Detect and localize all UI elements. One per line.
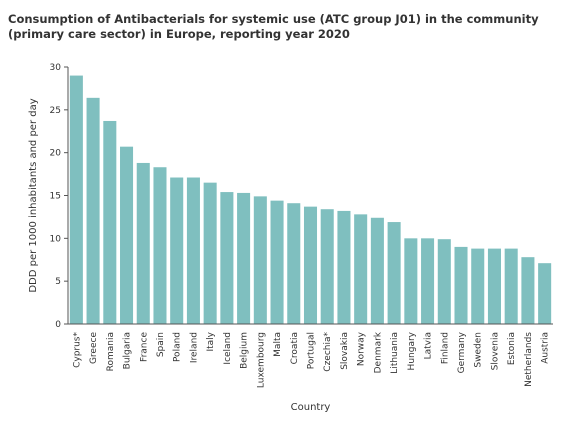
x-tick-label: Spain — [156, 332, 166, 357]
x-tick-label: Portugal — [307, 332, 317, 369]
bar — [303, 206, 318, 324]
x-tick-label: Bulgaria — [123, 332, 133, 369]
bar — [404, 238, 418, 324]
x-tick-label: Cyprus* — [72, 332, 82, 368]
x-tick-label: Malta — [273, 332, 283, 357]
x-tick-label: Lithuania — [390, 332, 400, 374]
x-tick-label: Hungary — [407, 331, 417, 370]
chart-title: Consumption of Antibacterials for system… — [8, 12, 539, 41]
bar — [387, 222, 401, 324]
x-tick-label: Latvia — [424, 332, 434, 359]
bar — [504, 248, 518, 324]
bar — [69, 75, 83, 324]
x-tick-label: Austria — [541, 332, 551, 364]
bar — [337, 210, 351, 324]
bar — [253, 196, 267, 324]
y-axis-title: DDD per 1000 inhabitants and per day — [28, 98, 39, 292]
x-tick-label: Sweden — [474, 332, 484, 368]
x-tick-label: Czechia* — [323, 332, 333, 372]
x-tick-label: Estonia — [507, 332, 517, 365]
bar — [270, 200, 284, 324]
bar — [237, 192, 251, 324]
x-axis-title: Country — [291, 402, 331, 413]
x-tick-label: Greece — [89, 332, 99, 364]
x-tick-label: Germany — [457, 331, 467, 373]
x-tick-label: Denmark — [373, 331, 383, 373]
x-tick-label: Iceland — [223, 332, 233, 365]
bar — [521, 257, 535, 324]
bar — [421, 238, 435, 324]
bar — [153, 167, 167, 324]
x-tick-label: Croatia — [290, 332, 300, 364]
bar — [437, 239, 451, 324]
x-tick-label: Slovenia — [490, 332, 500, 370]
x-tick-label: Italy — [206, 331, 216, 351]
bar — [538, 263, 552, 324]
bar — [170, 177, 184, 324]
bar — [370, 217, 384, 324]
x-tick-label: Norway — [357, 331, 367, 366]
y-tick-label: 5 — [55, 277, 61, 287]
bar — [454, 246, 468, 324]
bar — [103, 120, 117, 324]
bar — [120, 146, 134, 324]
x-tick-label: Slovakia — [340, 332, 350, 370]
bar — [86, 97, 100, 324]
bar — [471, 248, 485, 324]
bar — [186, 177, 200, 324]
bar — [354, 214, 368, 324]
bar — [287, 203, 301, 324]
bar — [487, 248, 501, 324]
y-tick-label: 30 — [50, 63, 62, 73]
x-tick-label: Ireland — [189, 332, 199, 363]
y-tick-label: 0 — [55, 320, 61, 330]
y-tick-label: 15 — [50, 192, 61, 202]
bar — [136, 162, 150, 324]
x-tick-label: Netherlands — [524, 332, 534, 387]
x-tick-label: Poland — [173, 332, 183, 362]
y-tick-label: 10 — [50, 234, 62, 244]
bar — [320, 209, 334, 324]
y-tick-label: 20 — [50, 149, 62, 159]
bar — [203, 182, 217, 324]
x-tick-label: Romania — [106, 332, 116, 371]
bar — [220, 192, 234, 324]
y-tick-label: 25 — [50, 106, 61, 116]
axes-group — [64, 66, 553, 325]
x-tick-label: Luxembourg — [256, 332, 266, 388]
x-tick-label: France — [139, 332, 149, 362]
x-tick-label: Finland — [440, 332, 450, 364]
x-tick-label: Belgium — [240, 332, 250, 369]
labels-group: Cyprus* Greece Romania Bulgaria France Spain P… — [28, 63, 551, 413]
bars-group — [69, 75, 552, 324]
